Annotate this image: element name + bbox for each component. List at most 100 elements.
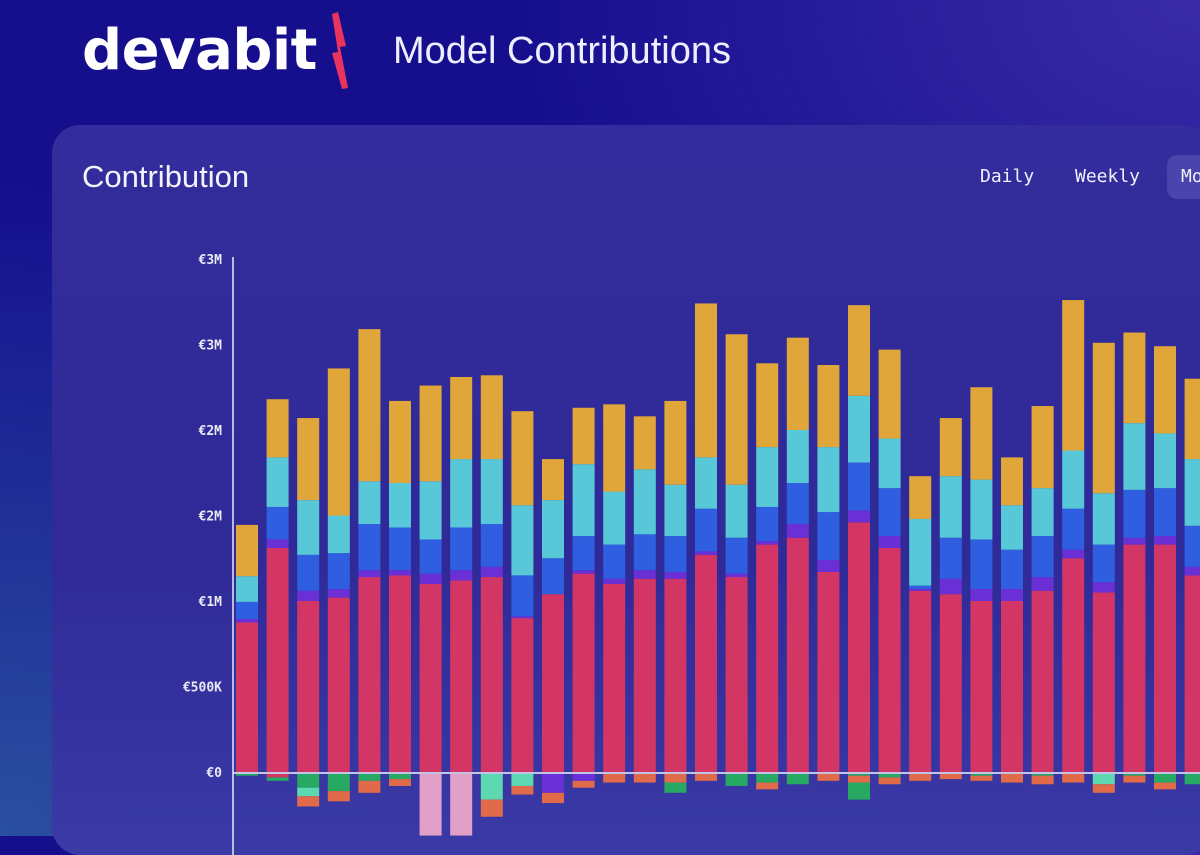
bar-segment-negative-red[interactable] [266,774,289,778]
bar-segment-red[interactable] [1062,558,1085,772]
bar-segment-cyan[interactable] [236,576,258,602]
bar-segment-negative-pink[interactable] [450,774,473,836]
bar-segment-gold[interactable] [572,407,595,465]
bar-segment-cyan[interactable] [297,500,320,555]
bar-segment-gold[interactable] [786,337,809,430]
bar-segment-purple[interactable] [756,541,779,545]
bar-segment-negative-orange[interactable] [603,774,626,783]
bar-segment-red[interactable] [1154,544,1176,772]
bar-segment-red[interactable] [756,544,779,772]
bar-segment-negative-orange[interactable] [909,774,932,781]
bar-segment-negative-orange[interactable] [327,791,350,802]
bar-segment-gold[interactable] [664,400,687,485]
bar-segment-red[interactable] [542,594,564,772]
bar-segment-blue[interactable] [848,462,870,511]
bar-segment-red[interactable] [603,583,626,772]
bar-segment-red[interactable] [419,583,442,772]
bar-segment-red[interactable] [848,522,870,772]
bar-segment-cyan[interactable] [817,447,840,513]
bar-segment-red[interactable] [236,622,258,772]
bar-segment-purple[interactable] [266,539,289,548]
bar-segment-cyan[interactable] [358,481,381,525]
bar-segment-purple[interactable] [1062,549,1085,559]
bar-segment-blue[interactable] [664,536,687,572]
bar-segment-blue[interactable] [633,534,656,571]
bar-segment-red[interactable] [878,547,901,772]
bar-segment-blue[interactable] [786,483,809,525]
bar-segment-purple[interactable] [389,570,411,576]
bar-segment-negative-mint[interactable] [511,774,534,786]
bar-segment-gold[interactable] [480,375,503,460]
bar-segment-gold[interactable] [817,365,840,448]
bar-segment-gold[interactable] [756,363,779,448]
bar-segment-blue[interactable] [327,553,350,590]
bar-segment-gold[interactable] [725,334,748,485]
bar-segment-negative-orange[interactable] [1062,774,1085,783]
bar-segment-negative-mint[interactable] [1092,774,1115,785]
bar-segment-negative-green[interactable] [1123,774,1146,776]
bar-segment-red[interactable] [725,577,748,772]
bar-segment-cyan[interactable] [939,476,962,538]
bar-segment-negative-orange[interactable] [633,774,656,783]
bar-segment-gold[interactable] [419,385,442,482]
bar-segment-purple[interactable] [236,618,258,623]
bar-segment-negative-green[interactable] [848,782,870,800]
bar-segment-negative-orange[interactable] [970,775,993,781]
bar-segment-negative-orange[interactable] [1123,775,1146,783]
bar-segment-gold[interactable] [603,404,626,492]
tab-monthly[interactable]: Mo [1167,155,1200,199]
bar-segment-cyan[interactable] [603,491,626,545]
bar-segment-negative-green[interactable] [1184,774,1200,785]
bar-segment-gold[interactable] [297,418,320,501]
bar-segment-purple[interactable] [603,578,626,584]
bar-segment-purple[interactable] [970,589,993,601]
bar-segment-negative-purple[interactable] [572,774,595,781]
bar-segment-gold[interactable] [542,459,564,501]
bar-segment-purple[interactable] [480,566,503,578]
bar-segment-cyan[interactable] [909,518,932,586]
bar-segment-blue[interactable] [297,554,320,591]
bar-segment-purple[interactable] [419,573,442,584]
bar-segment-cyan[interactable] [450,459,473,528]
bar-segment-negative-green[interactable] [327,774,350,792]
bar-segment-red[interactable] [664,578,687,772]
bar-segment-red[interactable] [1184,575,1200,772]
tab-daily[interactable]: Daily [980,166,1035,187]
bar-segment-red[interactable] [450,580,473,772]
bar-segment-negative-purple[interactable] [542,774,564,793]
bar-segment-purple[interactable] [1092,582,1115,593]
bar-segment-negative-orange[interactable] [389,779,411,786]
bar-segment-cyan[interactable] [878,438,901,489]
bar-segment-blue[interactable] [358,524,381,571]
bar-segment-gold[interactable] [909,476,932,519]
bar-segment-negative-green[interactable] [970,774,993,776]
bar-segment-purple[interactable] [786,524,809,538]
logo[interactable]: devabit [82,18,317,83]
bar-segment-cyan[interactable] [1001,505,1023,550]
bar-segment-red[interactable] [786,537,809,772]
bar-segment-blue[interactable] [480,524,503,567]
bar-segment-negative-green[interactable] [1154,774,1176,783]
bar-segment-gold[interactable] [389,400,411,484]
tab-weekly[interactable]: Weekly [1075,166,1141,187]
bar-segment-blue[interactable] [817,512,840,560]
bar-segment-blue[interactable] [756,506,779,542]
bar-segment-negative-orange[interactable] [695,774,717,781]
bar-segment-gold[interactable] [1001,457,1023,506]
bar-segment-red[interactable] [1092,592,1115,772]
bar-segment-gold[interactable] [939,418,962,477]
bar-segment-cyan[interactable] [511,505,534,576]
bar-segment-purple[interactable] [358,570,381,578]
bar-segment-purple[interactable] [1001,589,1023,601]
bar-segment-blue[interactable] [236,601,258,619]
bar-segment-gold[interactable] [358,329,381,482]
bar-segment-negative-orange[interactable] [511,785,534,795]
bar-segment-red[interactable] [817,571,840,772]
bar-segment-gold[interactable] [1092,342,1115,494]
bar-segment-red[interactable] [909,590,932,772]
bar-segment-red[interactable] [970,601,993,772]
bar-segment-negative-orange[interactable] [1092,784,1115,793]
bar-segment-cyan[interactable] [633,469,656,535]
bar-segment-negative-orange[interactable] [480,799,503,817]
bar-segment-cyan[interactable] [572,464,595,537]
